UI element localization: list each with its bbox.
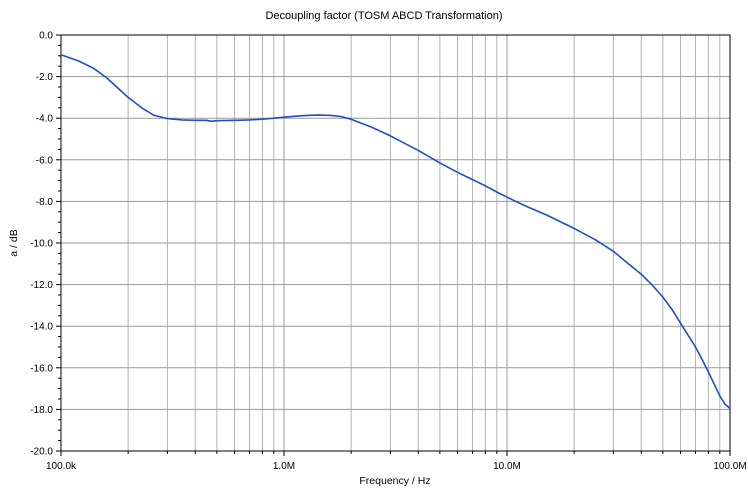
- x-tick-label: 1.0M: [273, 461, 295, 472]
- x-tick-label: 100.0M: [713, 461, 746, 472]
- y-axis-label: a / dB: [8, 229, 20, 256]
- y-tick-label: 0.0: [39, 31, 53, 42]
- series-line: [60, 54, 731, 410]
- x-tick-label: 100.0k: [46, 461, 77, 472]
- x-tick-label: 10.0M: [493, 461, 521, 472]
- y-tick-label: -10.0: [30, 239, 53, 250]
- chart-title: Decoupling factor (TOSM ABCD Transformat…: [266, 10, 503, 22]
- y-tick-label: -4.0: [36, 114, 54, 125]
- y-tick-label: -14.0: [30, 322, 53, 333]
- y-tick-label: -16.0: [30, 363, 53, 374]
- y-ticks: 0.0 -2.0 -4.0 -6.0 -8.0 -10.0 -12.0 -14.0 -16.0 -…: [30, 31, 61, 458]
- y-tick-label: -6.0: [36, 155, 54, 166]
- y-tick-label: -8.0: [36, 197, 54, 208]
- grid: [61, 35, 730, 451]
- y-tick-label: -12.0: [30, 280, 53, 291]
- x-axis-label: Frequency / Hz: [359, 475, 430, 487]
- y-tick-label: -2.0: [36, 72, 54, 83]
- y-tick-label: -18.0: [30, 405, 53, 416]
- x-ticks: 100.0k 1.0M 10.0M 100.0M: [46, 451, 747, 472]
- series-layer: [60, 54, 731, 410]
- y-tick-label: -20.0: [30, 447, 53, 458]
